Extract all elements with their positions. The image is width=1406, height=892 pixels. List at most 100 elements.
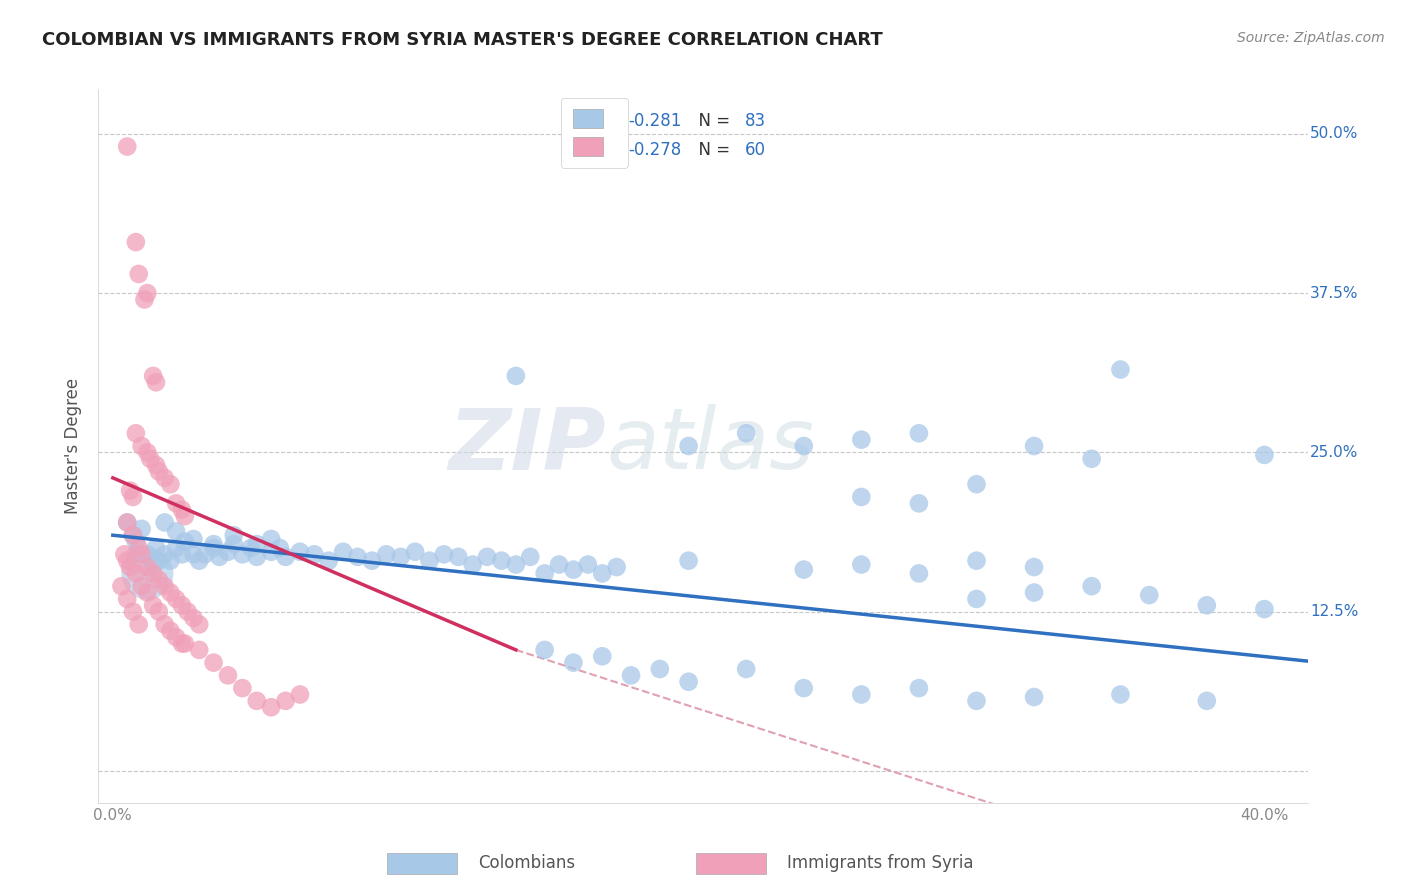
Point xyxy=(136,566,159,581)
Point xyxy=(145,376,167,390)
Point xyxy=(260,532,283,546)
Point xyxy=(304,547,326,561)
Point xyxy=(125,235,148,249)
Point xyxy=(908,681,931,695)
Point xyxy=(361,554,384,568)
Point xyxy=(173,534,195,549)
Point xyxy=(447,549,470,564)
Point xyxy=(148,465,170,479)
Y-axis label: Master's Degree: Master's Degree xyxy=(65,378,83,514)
Point xyxy=(217,545,239,559)
Point xyxy=(269,541,291,555)
Point xyxy=(389,549,412,564)
Point xyxy=(165,496,187,510)
Point xyxy=(188,617,211,632)
Point xyxy=(288,545,311,559)
Point xyxy=(966,591,988,606)
Point xyxy=(202,656,225,670)
Point xyxy=(115,554,138,568)
Point xyxy=(170,636,193,650)
Point xyxy=(112,547,135,561)
Text: -0.281: -0.281 xyxy=(628,112,682,130)
Point xyxy=(1195,694,1218,708)
Point xyxy=(1022,690,1045,704)
Point xyxy=(136,445,159,459)
Point xyxy=(125,566,148,581)
Text: R =: R = xyxy=(569,112,606,130)
Point xyxy=(908,566,931,581)
Point xyxy=(202,541,225,555)
Point xyxy=(648,662,671,676)
Point xyxy=(461,558,484,572)
Point xyxy=(318,554,340,568)
Point xyxy=(120,483,142,498)
Point xyxy=(153,471,176,485)
Point xyxy=(122,605,145,619)
Point xyxy=(851,490,873,504)
Point xyxy=(591,566,613,581)
Point xyxy=(208,549,231,564)
Point xyxy=(115,591,138,606)
Point xyxy=(274,694,297,708)
Point xyxy=(491,554,513,568)
Point xyxy=(966,477,988,491)
Point xyxy=(908,426,931,441)
Point xyxy=(115,516,138,530)
Text: ZIP: ZIP xyxy=(449,404,606,488)
Text: 25.0%: 25.0% xyxy=(1310,445,1358,460)
Text: R =: R = xyxy=(569,141,606,159)
Point xyxy=(165,541,187,555)
Point xyxy=(142,558,165,572)
Point xyxy=(159,624,181,638)
Point xyxy=(505,558,527,572)
Point xyxy=(418,554,440,568)
Point xyxy=(678,674,700,689)
Point xyxy=(231,547,253,561)
Point xyxy=(966,694,988,708)
Point xyxy=(217,668,239,682)
Point xyxy=(533,566,555,581)
Point xyxy=(128,541,150,555)
Point xyxy=(562,563,585,577)
Point xyxy=(908,496,931,510)
Point xyxy=(246,537,269,551)
Point xyxy=(1137,588,1160,602)
Point xyxy=(136,560,159,574)
Point xyxy=(170,547,193,561)
Point xyxy=(202,537,225,551)
Point xyxy=(851,558,873,572)
Point xyxy=(793,439,815,453)
Point xyxy=(159,585,181,599)
Point xyxy=(176,605,198,619)
Point xyxy=(1195,599,1218,613)
Point xyxy=(505,368,527,383)
Point xyxy=(165,630,187,644)
Point xyxy=(115,516,138,530)
Point xyxy=(1253,602,1275,616)
Point xyxy=(222,528,245,542)
Point xyxy=(153,547,176,561)
Text: -0.278: -0.278 xyxy=(628,141,682,159)
Legend: , : , xyxy=(561,97,627,168)
Text: 50.0%: 50.0% xyxy=(1310,127,1358,141)
Text: 12.5%: 12.5% xyxy=(1310,604,1358,619)
Point xyxy=(332,545,354,559)
Point xyxy=(346,549,368,564)
Text: N =: N = xyxy=(689,112,735,130)
Point xyxy=(274,549,297,564)
Point xyxy=(735,426,758,441)
Text: Colombians: Colombians xyxy=(478,855,575,872)
Text: 37.5%: 37.5% xyxy=(1310,285,1358,301)
Point xyxy=(142,368,165,383)
Point xyxy=(231,681,253,695)
Text: N =: N = xyxy=(689,141,735,159)
Point xyxy=(145,458,167,472)
Point xyxy=(142,599,165,613)
Point xyxy=(159,554,181,568)
Text: 83: 83 xyxy=(745,112,766,130)
Point xyxy=(153,516,176,530)
Text: COLOMBIAN VS IMMIGRANTS FROM SYRIA MASTER'S DEGREE CORRELATION CHART: COLOMBIAN VS IMMIGRANTS FROM SYRIA MASTE… xyxy=(42,31,883,49)
Point xyxy=(404,545,426,559)
Point xyxy=(194,547,217,561)
Point xyxy=(246,549,269,564)
